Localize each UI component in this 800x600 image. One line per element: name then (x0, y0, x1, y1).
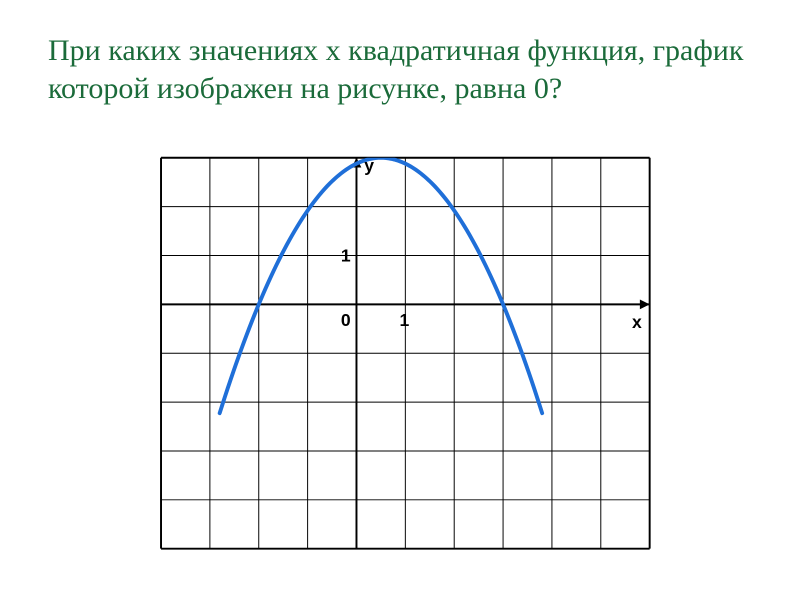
chart-container: y x 0 1 1 (150, 148, 690, 583)
y-axis-label: y (364, 155, 374, 175)
x-unit-label: 1 (399, 310, 409, 330)
y-unit-label: 1 (341, 245, 351, 265)
parabola-chart: y x 0 1 1 (150, 148, 690, 578)
question-title: При каких значениях х квадратичная функц… (48, 32, 752, 107)
origin-label: 0 (341, 310, 351, 330)
x-axis-label: x (632, 312, 642, 332)
